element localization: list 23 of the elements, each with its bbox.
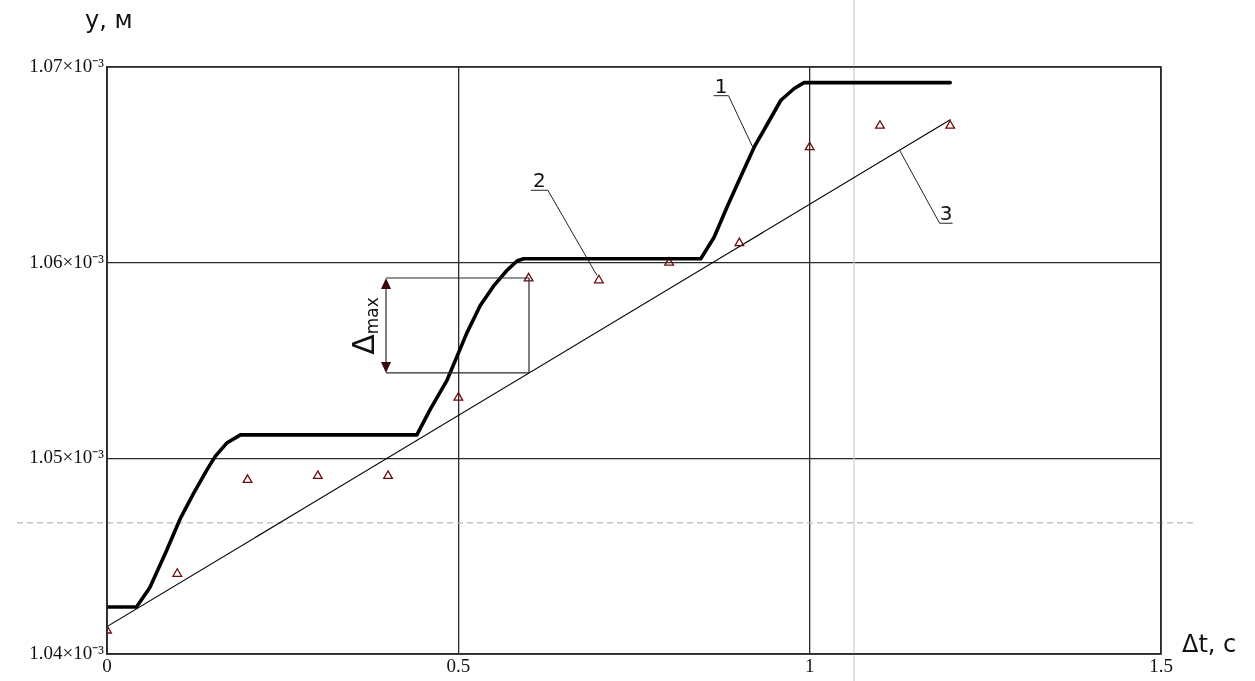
text: 2 (533, 168, 546, 193)
point (945, 120, 956, 129)
x-axis-title: Δt, с (1182, 630, 1237, 658)
point (804, 141, 815, 151)
point (172, 568, 183, 577)
x-tick-label: 1.5 (1149, 655, 1173, 677)
point (242, 474, 253, 484)
x-tick-label: 0 (102, 655, 112, 677)
point (593, 274, 604, 284)
point (734, 237, 745, 247)
x-tick-label: 1 (804, 655, 815, 677)
point (874, 120, 885, 129)
y-tick-label: 1.06×10⁻³ (29, 250, 105, 272)
y-axis-title: y, м (85, 6, 133, 34)
y-tick-label: 1.07×10⁻³ (29, 54, 105, 76)
text: 1 (714, 73, 728, 98)
point (383, 470, 394, 480)
point (312, 470, 323, 480)
point (453, 392, 464, 401)
point (523, 272, 534, 282)
text: 3 (939, 201, 953, 226)
x-tick-label: 0.5 (446, 655, 471, 677)
y-tick-label: 1.05×10⁻³ (29, 446, 105, 468)
